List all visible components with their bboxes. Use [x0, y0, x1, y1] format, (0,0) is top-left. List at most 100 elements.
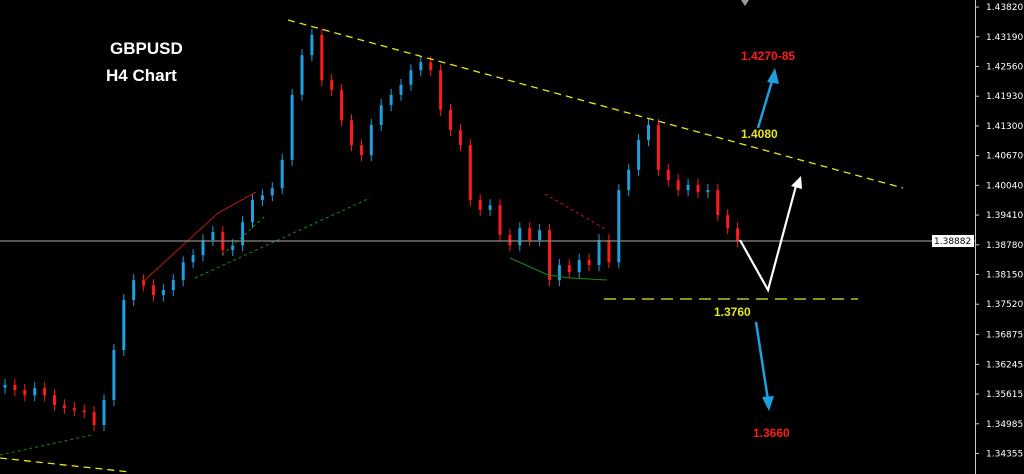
- y-tick-label: 1.43820: [986, 3, 1023, 13]
- candle-body: [379, 105, 383, 125]
- y-tick-label: 1.37520: [986, 300, 1023, 310]
- candle-body: [716, 190, 720, 216]
- candle: [597, 234, 601, 272]
- candle: [280, 153, 284, 195]
- candle-body: [419, 62, 423, 71]
- projection-arrows: [739, 68, 802, 411]
- candle-body: [369, 124, 373, 156]
- y-tick-label: 1.43190: [986, 33, 1023, 43]
- candle: [538, 224, 542, 247]
- candle: [656, 118, 660, 176]
- candle: [439, 64, 443, 116]
- candle: [696, 178, 700, 198]
- green-support-2: [194, 197, 371, 279]
- candle: [211, 226, 215, 247]
- candle: [617, 184, 621, 269]
- support-label: 1.3760: [714, 305, 751, 319]
- y-tick-label: 1.42560: [986, 63, 1023, 73]
- candle-body: [340, 90, 344, 121]
- candle-body: [617, 190, 621, 263]
- candle-body: [270, 188, 274, 196]
- candle-body: [518, 228, 522, 246]
- price-axis: 1.43820 1.43190 1.42560 1.41930 1.41300 1.406…: [975, 3, 1023, 459]
- candle-body: [389, 94, 393, 106]
- y-tick-label: 1.38780: [986, 241, 1023, 251]
- current-price-label: 1.38882: [934, 237, 971, 247]
- candle-body: [627, 169, 631, 191]
- candle-body: [577, 259, 581, 273]
- candle: [359, 139, 363, 162]
- candle-body: [72, 407, 76, 411]
- candle-body: [359, 145, 363, 156]
- y-tick-label: 1.36245: [986, 360, 1023, 370]
- candle-body: [696, 184, 700, 192]
- y-tick-label: 1.39410: [986, 211, 1023, 221]
- candle: [231, 239, 235, 256]
- candle: [320, 28, 324, 87]
- candle: [518, 222, 522, 252]
- candle-body: [310, 34, 314, 56]
- target-up-label: 1.4270-85: [741, 49, 795, 63]
- candle: [33, 382, 37, 402]
- candle: [260, 189, 264, 206]
- y-tick-label: 1.34985: [986, 420, 1023, 430]
- candle: [736, 222, 740, 248]
- candle: [13, 378, 17, 397]
- candle-body: [231, 245, 235, 250]
- candle-body: [706, 190, 710, 192]
- y-tick-label: 1.36875: [986, 331, 1023, 341]
- candle: [82, 404, 86, 419]
- candle: [528, 222, 532, 247]
- candle-body: [686, 184, 690, 191]
- candle-body: [330, 80, 334, 91]
- candle-body: [280, 159, 284, 189]
- candle-body: [290, 94, 294, 160]
- candle: [152, 279, 155, 302]
- candle: [716, 184, 720, 222]
- red-channel-line: [144, 191, 257, 281]
- candle: [161, 284, 165, 302]
- candle-body: [23, 390, 27, 396]
- candle: [458, 124, 462, 152]
- candle-body: [528, 228, 532, 241]
- candle-body: [92, 412, 96, 425]
- candle-body: [62, 405, 66, 408]
- candle-body: [33, 388, 37, 396]
- candle: [419, 56, 423, 77]
- candle: [647, 118, 650, 147]
- candle: [726, 209, 730, 235]
- candle-body: [112, 349, 116, 400]
- candle-body: [458, 130, 462, 146]
- target-down-label: 1.3660: [753, 426, 790, 440]
- scroll-marker-icon[interactable]: [741, 0, 749, 6]
- candle-body: [122, 299, 126, 350]
- y-tick-label: 1.40040: [986, 181, 1023, 191]
- blue-arrow-down-icon: [754, 321, 770, 401]
- y-tick-label: 1.34355: [986, 449, 1023, 459]
- candle-body: [350, 120, 353, 146]
- candle-body: [656, 124, 660, 170]
- candle-body: [736, 228, 740, 242]
- candle: [577, 253, 581, 279]
- candle: [567, 259, 571, 279]
- candle-body: [557, 265, 561, 281]
- green-support-1: [0, 434, 93, 456]
- candle-body: [637, 140, 641, 170]
- y-tick-label: 1.38150: [986, 270, 1023, 280]
- candle-body: [548, 230, 551, 281]
- y-tick-label: 1.41930: [986, 92, 1023, 102]
- candle: [171, 274, 175, 297]
- candle-body: [726, 215, 730, 229]
- candle: [557, 259, 561, 287]
- candle: [241, 216, 245, 252]
- candle: [369, 118, 373, 162]
- candle: [142, 274, 146, 292]
- candle: [676, 174, 680, 197]
- candle: [637, 134, 641, 176]
- candle-body: [53, 395, 56, 406]
- candle: [300, 49, 304, 101]
- candle: [627, 163, 631, 197]
- candle: [112, 343, 116, 406]
- candle: [191, 249, 195, 269]
